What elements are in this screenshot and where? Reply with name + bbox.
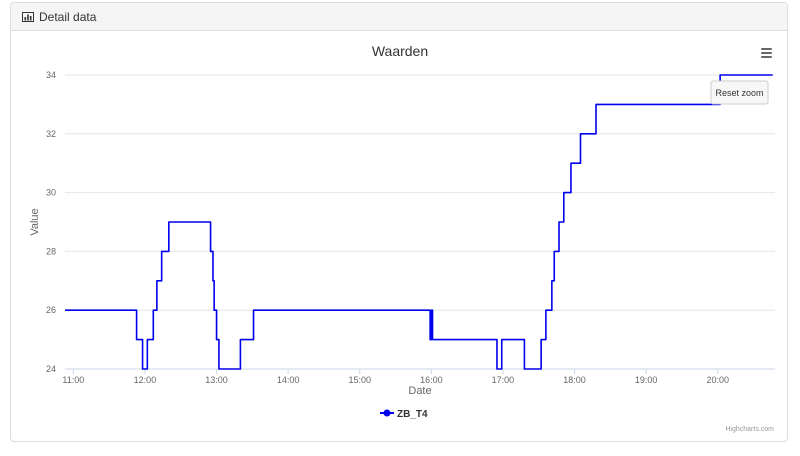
x-tick-label: 19:00 xyxy=(635,375,658,385)
chart-title: Waarden xyxy=(372,43,428,59)
highcharts-credits[interactable]: Highcharts.com xyxy=(725,426,774,433)
x-tick-label: 16:00 xyxy=(420,375,443,385)
y-tick-label: 32 xyxy=(46,129,56,139)
legend-marker-icon xyxy=(383,409,391,417)
bar-chart-icon xyxy=(22,11,34,22)
x-tick-label: 11:00 xyxy=(62,375,84,385)
x-tick-label: 17:00 xyxy=(492,375,515,385)
x-tick-label: 14:00 xyxy=(277,375,300,385)
reset-zoom-label: Reset zoom xyxy=(715,88,763,98)
x-axis-ticks: 11:00 12:00 13:00 14:00 15:00 16:00 17:00 18:00… xyxy=(62,369,729,385)
panel-title: Detail data xyxy=(39,9,97,24)
chart-container: Waarden 24 26 28 30 32 34 11:00 12:00 13:00 14:0… xyxy=(11,31,787,441)
y-axis-label: Value xyxy=(29,208,41,235)
panel-heading: Detail data xyxy=(11,3,787,31)
y-axis-ticks: 24 26 28 30 32 34 xyxy=(46,70,56,374)
y-tick-label: 24 xyxy=(46,364,56,374)
hamburger-menu-icon[interactable] xyxy=(755,43,777,63)
x-tick-label: 18:00 xyxy=(563,375,586,385)
x-tick-label: 20:00 xyxy=(706,375,729,385)
series-line-zb-t4[interactable] xyxy=(65,74,773,370)
y-tick-label: 28 xyxy=(46,246,56,256)
x-tick-label: 12:00 xyxy=(134,375,157,385)
legend-item-zb-t4[interactable]: ZB_T4 xyxy=(380,409,428,420)
y-tick-label: 30 xyxy=(46,188,56,198)
detail-data-panel: Detail data Waarden 24 26 28 30 32 34 11:00 12… xyxy=(10,2,788,442)
y-tick-label: 34 xyxy=(46,70,56,80)
reset-zoom-button[interactable]: Reset zoom xyxy=(710,80,769,105)
x-tick-label: 15:00 xyxy=(348,375,371,385)
x-axis-label: Date xyxy=(408,385,431,397)
series-group xyxy=(65,74,773,370)
legend-label: ZB_T4 xyxy=(397,409,428,420)
y-tick-label: 26 xyxy=(46,305,56,315)
x-tick-label: 13:00 xyxy=(205,375,228,385)
line-chart[interactable]: Waarden 24 26 28 30 32 34 11:00 12:00 13:00 14:0… xyxy=(11,31,787,441)
chart-grid xyxy=(65,74,775,311)
